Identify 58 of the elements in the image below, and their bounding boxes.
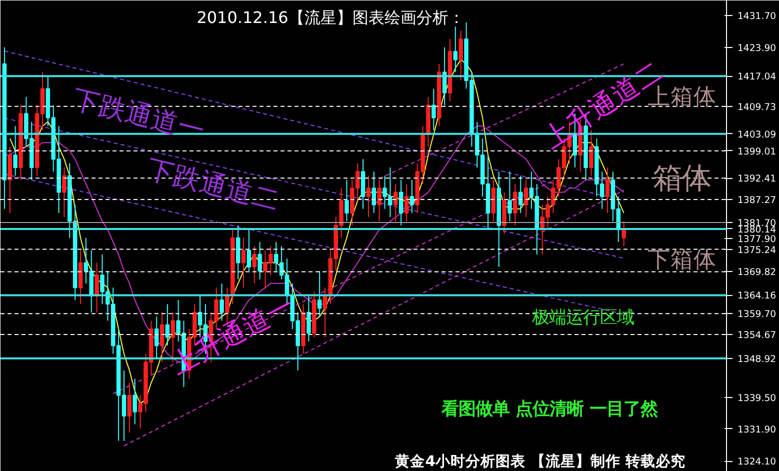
candlestick xyxy=(410,179,414,214)
y-tick-label: 1403.09 xyxy=(738,129,776,140)
candlestick xyxy=(432,88,436,131)
candlestick xyxy=(127,382,132,434)
y-tick-label: 1399.01 xyxy=(738,146,776,158)
y-tick-label: 1375.24 xyxy=(738,244,776,256)
y-tick-label: 1348.92 xyxy=(738,354,776,365)
annotation: 下跌通道一 xyxy=(69,84,208,147)
candlestick xyxy=(605,166,610,214)
annotation: 极端运行区域 xyxy=(531,308,634,328)
text: 2010.12.16【流星】图表绘画分析： xyxy=(196,8,464,27)
annotation: 下跌通道二 xyxy=(144,154,282,217)
candlestick xyxy=(317,270,322,318)
annotation: 箱体 xyxy=(652,161,711,196)
candlestick xyxy=(306,295,311,342)
candlestick xyxy=(132,378,137,425)
candlestick xyxy=(165,304,170,346)
y-tick-label: 1417.04 xyxy=(738,72,776,83)
annotation: 上升通道一 xyxy=(166,290,300,381)
candlestick xyxy=(246,229,252,272)
y-tick-label: 1324.10 xyxy=(738,456,776,468)
candlestick xyxy=(377,179,382,222)
y-tick-label: 1339.50 xyxy=(738,392,776,404)
y-tick-label: 1377.90 xyxy=(738,234,776,245)
y-tick-label: 1354.67 xyxy=(738,330,776,342)
candlestick xyxy=(62,166,66,218)
candlestick xyxy=(622,220,626,247)
annotation: 看图做单 点位清晰 一目了然 xyxy=(440,400,658,420)
candlestick xyxy=(13,126,18,176)
candlestick xyxy=(160,312,164,363)
candlestick xyxy=(170,312,176,363)
candlestick xyxy=(524,179,528,218)
y-tick-label: 1392.41 xyxy=(738,174,776,185)
candlestick xyxy=(404,184,409,222)
candlestick xyxy=(394,184,398,222)
y-tick-label: 1380.14 xyxy=(738,224,776,236)
candlestick xyxy=(372,171,376,214)
candlestick xyxy=(453,26,458,73)
candlestick xyxy=(508,171,512,222)
candlestick xyxy=(94,262,99,313)
y-tick-label: 1359.70 xyxy=(738,309,776,320)
y-tick-label: 1364.16 xyxy=(738,290,776,302)
text: 下箱体 xyxy=(647,247,716,274)
candlestick xyxy=(241,237,246,288)
candlestick xyxy=(398,179,404,226)
y-tick-label: 1409.73 xyxy=(738,102,776,113)
candlestick xyxy=(344,179,349,222)
y-tick-label: 1387.27 xyxy=(738,194,776,206)
candlestick xyxy=(458,30,463,81)
candlestick xyxy=(513,184,518,226)
candlestick xyxy=(366,175,371,218)
annotation: 黄金4小时分析图表 【流星】制作 转载必究 xyxy=(394,452,686,470)
y-tick-label: 1331.90 xyxy=(738,424,776,436)
candlestick xyxy=(258,242,262,280)
y-tick-label: 1423.90 xyxy=(738,43,776,54)
candlestick xyxy=(252,246,257,284)
y-tick-label: 1369.82 xyxy=(738,267,776,278)
y-tick-label: 1431.70 xyxy=(738,10,776,22)
